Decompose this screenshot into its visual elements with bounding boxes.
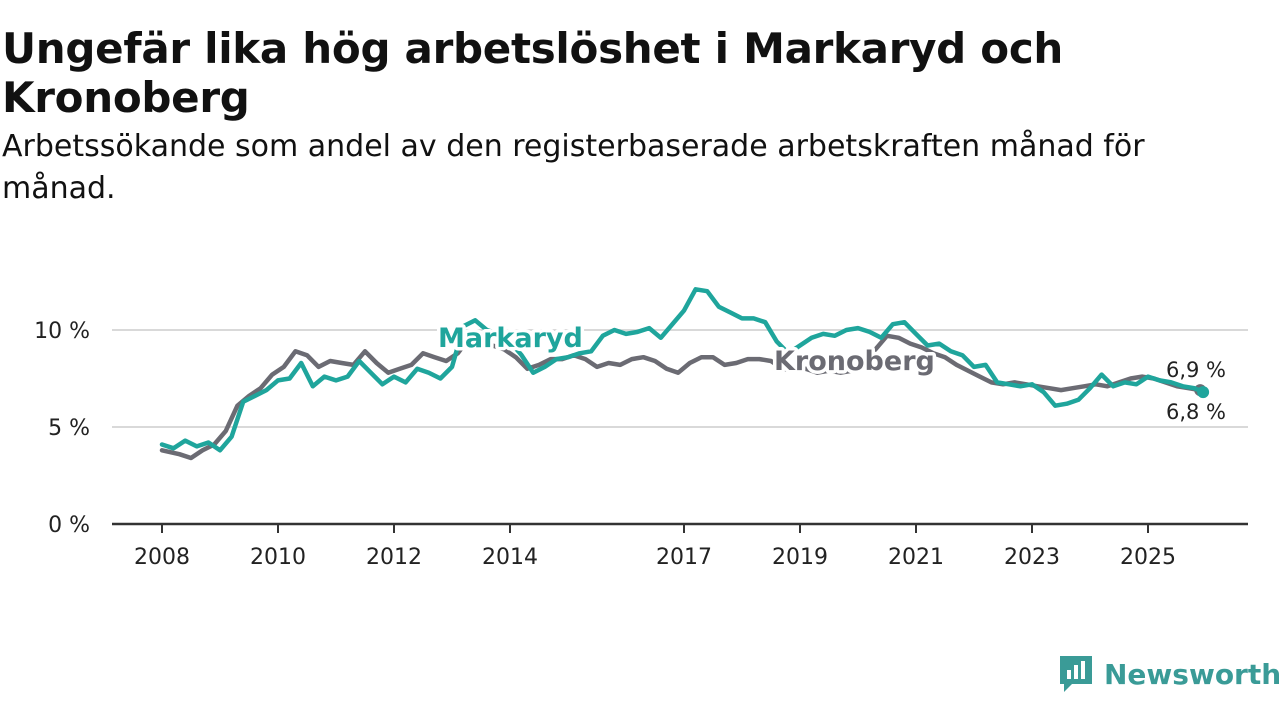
series-labels: Markaryd Kronoberg 6,9 % 6,8 % [435, 320, 1229, 427]
y-tick-label: 0 % [48, 513, 90, 538]
newsworthy-logo-icon [1060, 656, 1092, 692]
end-value-label-markaryd: 6,8 % [1166, 400, 1226, 424]
axes: 0 % 5 % 10 % 2008 2010 2012 2014 2017 2019 2021 20… [34, 319, 1248, 570]
y-tick-label: 10 % [34, 319, 90, 344]
x-tick-label: 2025 [1120, 545, 1176, 570]
chart-subtitle: Arbetssökande som andel av den registerb… [2, 129, 1145, 206]
x-tick-label: 2014 [482, 545, 538, 570]
end-value-label-kronoberg: 6,9 % [1166, 358, 1226, 382]
series-line-kronoberg [159, 333, 1203, 461]
series-lines [159, 287, 1210, 461]
brand-name: Newsworthy [1104, 657, 1280, 691]
x-tick-label: 2008 [134, 545, 190, 570]
x-tick-label: 2017 [656, 545, 712, 570]
grid-lines [112, 329, 1248, 428]
y-tick-label: 5 % [48, 416, 90, 441]
series-label-markaryd: Markaryd [438, 323, 583, 354]
x-tick-label: 2021 [888, 545, 944, 570]
newsworthy-logo: Newsworthy [1058, 652, 1280, 696]
x-tick-label: 2019 [772, 545, 828, 570]
chart-title: Ungefär lika hög arbetslöshet i Markaryd… [2, 24, 1064, 122]
x-tick-label: 2012 [366, 545, 422, 570]
end-point-markaryd [1197, 386, 1210, 399]
x-tick-label: 2010 [250, 545, 306, 570]
line-chart: 0 % 5 % 10 % 2008 2010 2012 2014 2017 2019 2021 20… [34, 287, 1248, 570]
x-tick-label: 2023 [1004, 545, 1060, 570]
series-line-markaryd [159, 287, 1206, 453]
series-label-kronoberg: Kronoberg [774, 346, 935, 377]
